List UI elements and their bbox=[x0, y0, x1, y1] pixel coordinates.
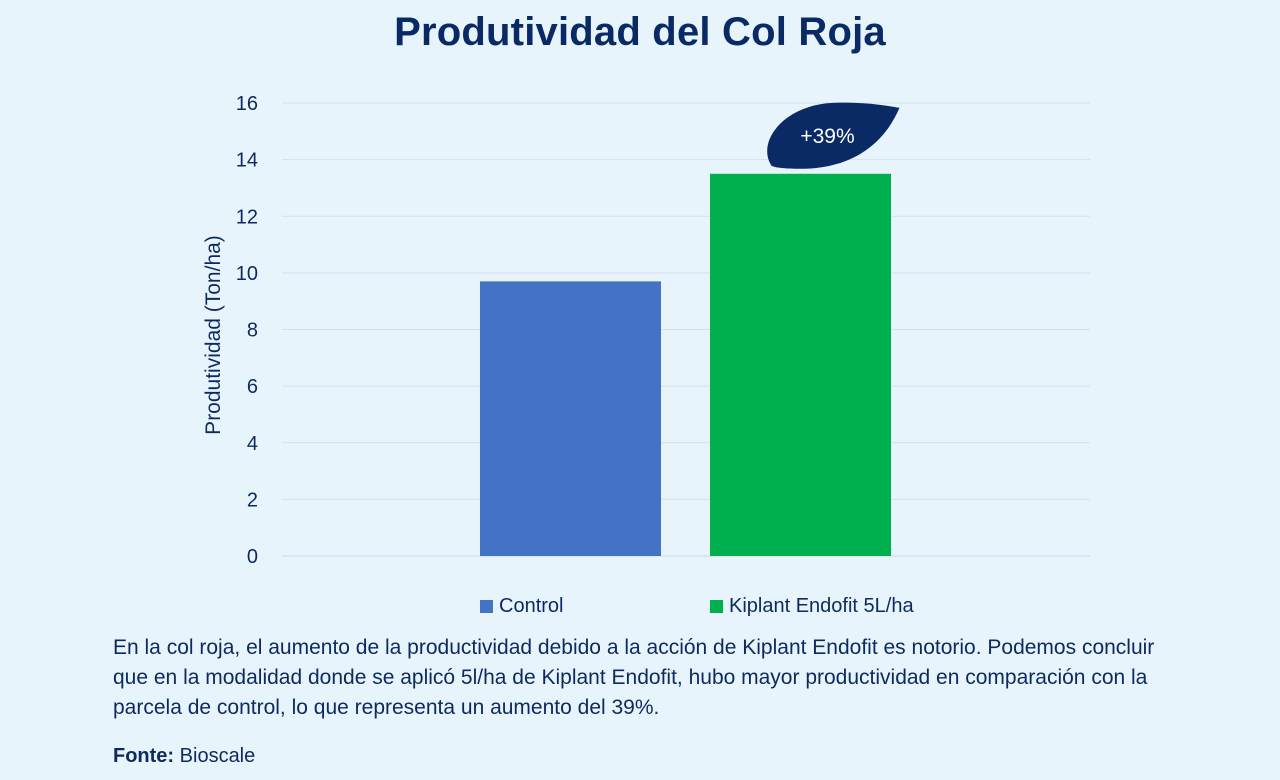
legend-swatch bbox=[710, 600, 723, 613]
bar-chart: 0 2 4 6 8 10 12 14 16 Produtividad (Ton/ha) +39% bbox=[202, 93, 1090, 568]
y-tick-label: 6 bbox=[247, 376, 258, 398]
bar-kiplant-endofit bbox=[710, 173, 891, 556]
y-tick-label: 10 bbox=[236, 263, 258, 285]
legend-label: Kiplant Endofit 5L/ha bbox=[729, 595, 914, 617]
legend-item-control: Control bbox=[480, 595, 563, 618]
y-tick-label: 14 bbox=[236, 150, 258, 172]
bars bbox=[480, 173, 891, 556]
y-tick-label: 2 bbox=[247, 489, 258, 511]
annotation-label: +39% bbox=[800, 125, 854, 148]
y-axis-label: Produtividad (Ton/ha) bbox=[202, 235, 225, 435]
legend-swatch bbox=[480, 600, 493, 613]
y-tick-label: 4 bbox=[247, 433, 258, 455]
bar-control bbox=[480, 281, 661, 556]
source-value: Bioscale bbox=[179, 745, 256, 767]
increase-annotation: +39% bbox=[767, 102, 900, 169]
grid-lines bbox=[282, 102, 1090, 557]
y-tick-label: 0 bbox=[247, 546, 258, 568]
legend-item-kiplant: Kiplant Endofit 5L/ha bbox=[710, 595, 914, 618]
leaf-badge-icon bbox=[767, 102, 900, 169]
y-tick-label: 12 bbox=[236, 206, 258, 228]
legend-label: Control bbox=[499, 595, 564, 617]
source-label: Fonte: bbox=[113, 745, 175, 767]
y-axis-ticks: 0 2 4 6 8 10 12 14 16 bbox=[236, 93, 258, 568]
source-note: Fonte: Bioscale bbox=[113, 745, 255, 768]
y-tick-label: 8 bbox=[247, 320, 258, 342]
y-tick-label: 16 bbox=[236, 93, 258, 115]
chart-title: Produtividad del Col Roja bbox=[394, 10, 886, 54]
chart-description: En la col roja, el aumento de la product… bbox=[113, 636, 1155, 719]
